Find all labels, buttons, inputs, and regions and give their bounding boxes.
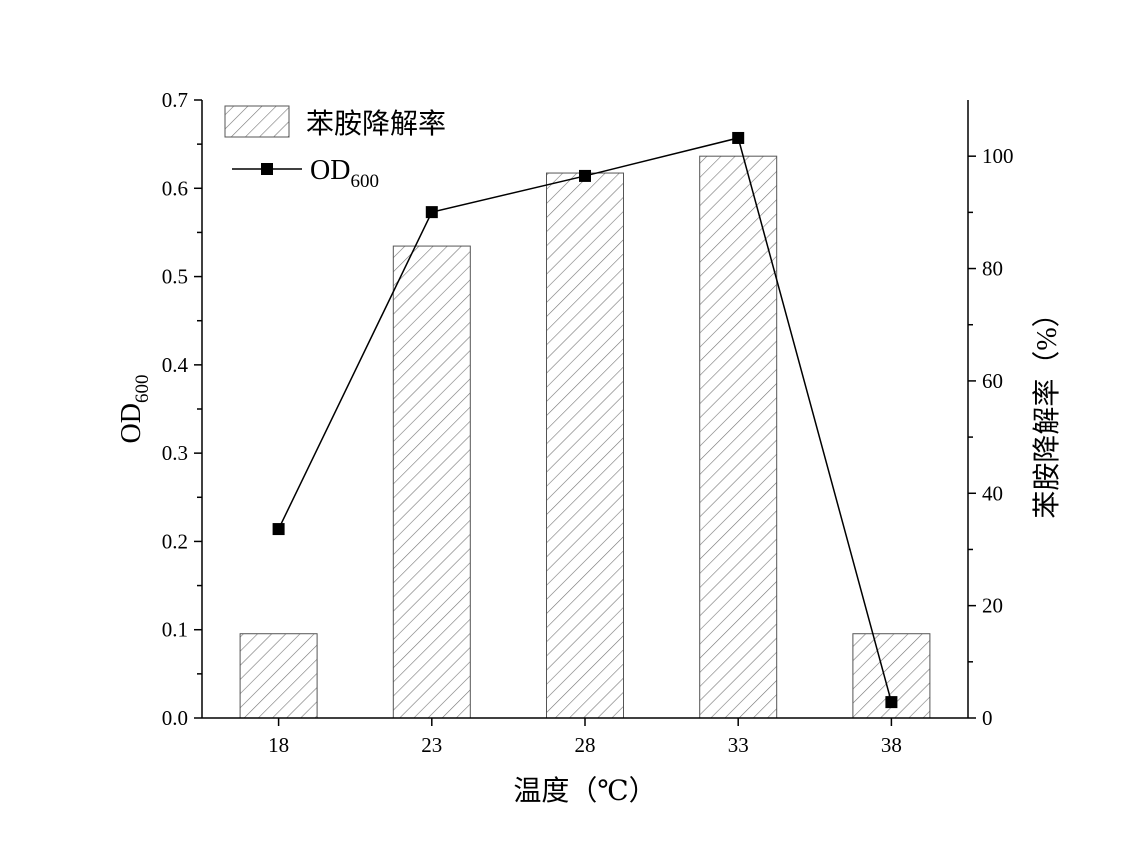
left-tick-label: 0.7 <box>162 88 188 112</box>
left-tick-label: 0.4 <box>162 353 189 377</box>
right-tick-label: 20 <box>982 594 1003 618</box>
legend-bar-swatch <box>224 105 290 138</box>
od-point-18 <box>272 523 285 536</box>
bar-33 <box>699 155 778 719</box>
right-tick-label: 60 <box>982 369 1003 393</box>
right-y-axis-title: 苯胺降解率（%） <box>1031 299 1063 518</box>
od-point-38 <box>885 696 898 709</box>
right-tick-label: 40 <box>982 481 1003 505</box>
left-tick-label: 0.6 <box>162 176 188 200</box>
left-y-axis-title: OD600 <box>116 375 153 444</box>
x-axis-title: 温度（℃） <box>513 775 656 807</box>
left-y-ticks: 0.0 0.1 0.2 0.3 0.4 0.5 0.6 0.7 <box>162 88 202 730</box>
x-tick-label: 38 <box>881 733 902 757</box>
right-tick-label: 80 <box>982 257 1003 281</box>
legend-line-label: OD600 <box>310 155 379 192</box>
bar-series <box>239 155 931 719</box>
left-tick-label: 0.1 <box>162 618 188 642</box>
bar-18 <box>239 633 318 719</box>
od-line-series <box>272 131 898 709</box>
legend: 苯胺降解率 OD600 <box>224 105 446 192</box>
bar-23 <box>392 245 471 719</box>
x-ticks: 18 23 28 33 38 <box>268 718 902 757</box>
left-tick-label: 0.0 <box>162 706 188 730</box>
od-point-23 <box>425 206 438 219</box>
legend-line-marker <box>261 163 273 175</box>
od-point-28 <box>579 169 591 182</box>
right-y-ticks: 0 20 40 60 80 100 <box>968 144 1014 730</box>
x-tick-label: 18 <box>268 733 289 757</box>
right-tick-label: 0 <box>982 706 993 730</box>
legend-bar-label: 苯胺降解率 <box>306 108 446 140</box>
left-tick-label: 0.2 <box>162 529 188 553</box>
left-tick-label: 0.5 <box>162 265 188 289</box>
left-tick-label: 0.3 <box>162 441 188 465</box>
x-tick-label: 28 <box>575 733 596 757</box>
bar-28 <box>546 172 624 719</box>
x-tick-label: 33 <box>728 733 749 757</box>
od-point-33 <box>732 131 745 144</box>
right-tick-label: 100 <box>982 144 1014 168</box>
x-tick-label: 23 <box>421 733 442 757</box>
